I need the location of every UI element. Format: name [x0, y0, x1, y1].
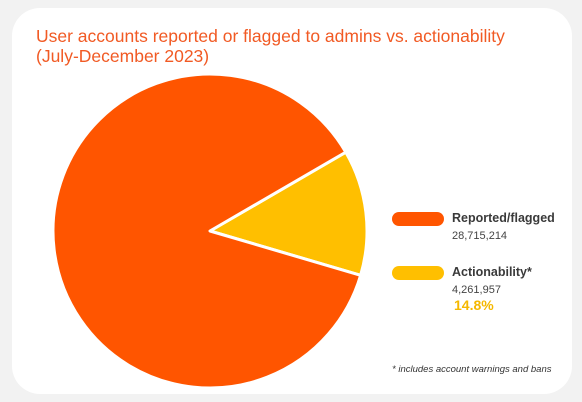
legend-swatch-actionability: [392, 266, 444, 280]
chart-card: User accounts reported or flagged to adm…: [12, 8, 572, 394]
footnote: * includes account warnings and bans: [392, 364, 552, 375]
legend-swatch-reported: [392, 212, 444, 226]
pie-chart: [51, 72, 369, 390]
chart-title: User accounts reported or flagged to adm…: [36, 26, 505, 66]
legend-value-reported: 28,715,214: [452, 230, 508, 242]
legend-label-reported: Reported/flagged: [452, 211, 555, 225]
legend-value-actionability: 4,261,957: [452, 284, 501, 296]
pie-slice-actionability: [208, 150, 369, 277]
legend-label-actionability: Actionability*: [452, 265, 532, 279]
legend-percent-actionability: 14.8%: [454, 297, 494, 313]
pie-slice-reported: [51, 72, 363, 390]
